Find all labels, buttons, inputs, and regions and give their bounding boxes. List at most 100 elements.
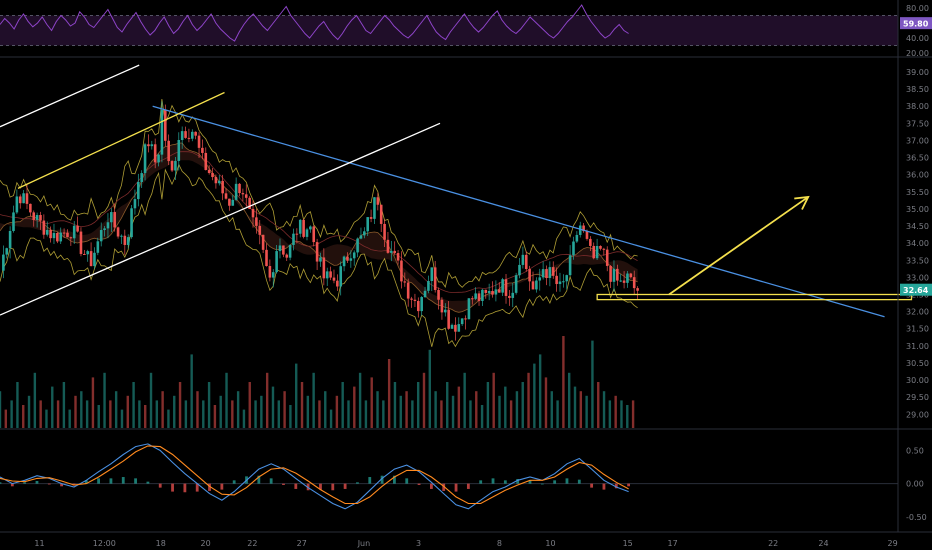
price-tick: 37.00 bbox=[906, 136, 929, 145]
volume-bar-109 bbox=[631, 400, 635, 428]
volume-bar-35 bbox=[202, 400, 205, 428]
volume-bar-103 bbox=[597, 382, 600, 428]
volume-bar-22 bbox=[126, 395, 129, 428]
volume-bar-16 bbox=[91, 377, 95, 428]
candle-body-172 bbox=[578, 225, 582, 235]
time-axis: 11 12:00 18 20 22 27 Jun 3 8 10 15 17 22 24 29 bbox=[34, 539, 897, 548]
candle-body-184 bbox=[619, 280, 623, 282]
price-tick: 34.50 bbox=[906, 222, 929, 231]
candle-body-163 bbox=[548, 267, 552, 278]
candle-body-180 bbox=[605, 249, 609, 266]
volume-bar-23 bbox=[132, 382, 135, 428]
candle-body-149 bbox=[501, 279, 504, 293]
candle-body-168 bbox=[565, 275, 569, 282]
macd-hist-bar-35 bbox=[429, 483, 433, 489]
candle-body-94 bbox=[315, 242, 319, 262]
candle-body-125 bbox=[420, 297, 423, 312]
candle-body-20 bbox=[66, 232, 69, 238]
rsi-tick: 20.00 bbox=[906, 49, 929, 58]
volume-bar-36 bbox=[207, 382, 211, 428]
candle-body-50 bbox=[167, 140, 170, 162]
rsi-tick: 40.00 bbox=[906, 34, 929, 43]
candle-body-71 bbox=[238, 183, 241, 194]
candle-body-3 bbox=[8, 230, 12, 249]
candle-body-100 bbox=[336, 280, 339, 287]
candle-body-96 bbox=[322, 257, 326, 279]
candle-body-57 bbox=[190, 131, 194, 139]
projection-arrow-shaft bbox=[668, 196, 809, 296]
volume-bar-73 bbox=[422, 372, 426, 428]
macd-hist-bar-42 bbox=[516, 479, 520, 484]
price-tick: 39.00 bbox=[906, 68, 929, 77]
candle-body-13 bbox=[42, 220, 46, 235]
volume-bar-7 bbox=[39, 400, 42, 428]
volume-bar-82 bbox=[475, 391, 478, 428]
volume-bar-29 bbox=[167, 409, 170, 428]
price-tick: 31.00 bbox=[906, 342, 929, 351]
candle-body-144 bbox=[484, 289, 488, 293]
volume-bar-57 bbox=[329, 409, 333, 428]
time-axis-tick: 18 bbox=[156, 539, 166, 548]
candle-body-137 bbox=[460, 318, 464, 325]
candle-body-69 bbox=[231, 199, 235, 206]
candle-body-48 bbox=[160, 109, 164, 155]
candle-body-9 bbox=[29, 203, 32, 213]
volume-bar-72 bbox=[416, 382, 420, 428]
volume-bar-81 bbox=[469, 400, 472, 428]
candle-body-104 bbox=[349, 258, 353, 261]
volume-bar-105 bbox=[608, 400, 612, 428]
volume-bar-100 bbox=[579, 391, 583, 428]
candle-body-1 bbox=[2, 254, 5, 271]
volume-bar-94 bbox=[544, 377, 548, 428]
candle-body-89 bbox=[298, 219, 302, 234]
candle-body-183 bbox=[616, 268, 619, 281]
candle-body-23 bbox=[76, 225, 79, 232]
candle-body-81 bbox=[271, 272, 275, 278]
candle-body-153 bbox=[514, 275, 518, 293]
volume-bar-64 bbox=[370, 377, 373, 428]
volume-bar-75 bbox=[434, 391, 437, 428]
candle-body-45 bbox=[150, 144, 154, 147]
candle-body-140 bbox=[470, 298, 474, 300]
volume-bar-17 bbox=[97, 405, 100, 428]
macd-hist-bar-27 bbox=[331, 483, 335, 491]
macd-hist-bar-37 bbox=[454, 483, 458, 492]
volume-bar-87 bbox=[504, 386, 507, 428]
macd-hist-bar-43 bbox=[528, 480, 532, 484]
volume-bar-38 bbox=[219, 395, 222, 428]
candle-body-175 bbox=[589, 238, 592, 246]
band-basis-line bbox=[0, 142, 638, 313]
price-tick: 33.50 bbox=[906, 256, 929, 265]
candle-body-82 bbox=[275, 251, 278, 273]
channel-line-2 bbox=[17, 91, 225, 189]
candle-body-154 bbox=[518, 264, 521, 276]
candle-body-11 bbox=[35, 215, 39, 220]
candle-body-52 bbox=[174, 160, 177, 171]
volume-bar-68 bbox=[393, 382, 397, 428]
candle-body-61 bbox=[204, 152, 208, 170]
macd-hist-bar-47 bbox=[577, 479, 581, 484]
volume-bar-108 bbox=[626, 405, 629, 428]
candle-body-51 bbox=[170, 161, 174, 171]
macd-panel bbox=[0, 443, 898, 510]
volume-bar-1 bbox=[4, 409, 8, 428]
channel-line-1 bbox=[0, 64, 140, 128]
candle-body-17 bbox=[56, 233, 59, 242]
candle-body-169 bbox=[568, 255, 572, 276]
rsi-overbought-oversold-band bbox=[0, 15, 898, 46]
last-value-badges: 59.80 32.64 bbox=[900, 17, 932, 296]
candle-body-133 bbox=[447, 309, 450, 329]
price-value-badge-bg bbox=[900, 283, 932, 296]
candle-body-55 bbox=[184, 131, 187, 138]
volume-bar-42 bbox=[242, 409, 246, 428]
candle-body-26 bbox=[86, 251, 90, 255]
candle-body-158 bbox=[531, 281, 535, 290]
candle-body-16 bbox=[52, 233, 56, 239]
volume-bar-47 bbox=[271, 386, 275, 428]
macd-hist-bar-40 bbox=[491, 478, 495, 484]
candle-body-47 bbox=[157, 154, 160, 163]
volume-bar-45 bbox=[260, 395, 263, 428]
volume-bar-0 bbox=[0, 391, 2, 428]
macd-hist-bar-46 bbox=[565, 478, 569, 484]
